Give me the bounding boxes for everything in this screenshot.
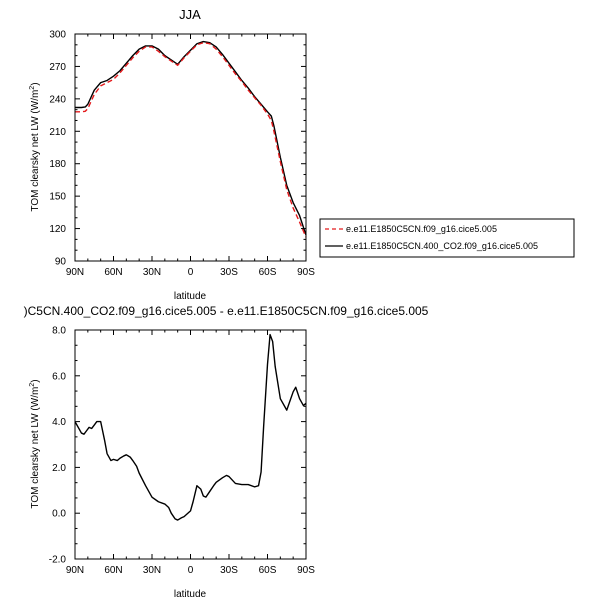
top-y-tick-label: 90	[55, 257, 67, 268]
legend-box	[319, 218, 575, 258]
bottom-x-tick-label: 30N	[143, 565, 161, 576]
legend-label-co2: e.e11.E1850C5CN.400_CO2.f09_g16.cice5.00…	[346, 241, 538, 251]
legend-label-control: e.e11.E1850C5CN.f09_g16.cice5.005	[346, 224, 497, 234]
bottom-x-tick-label: 90N	[66, 565, 84, 576]
top-y-tick-label: 180	[49, 159, 66, 170]
bottom-y-tick-label: 0.0	[52, 509, 66, 520]
bottom-y-tick-label: 4.0	[52, 417, 66, 428]
bottom-x-tick-label: 90S	[297, 565, 315, 576]
top-y-tick-label: 150	[49, 192, 66, 203]
top-x-tick-label: 0	[188, 267, 194, 278]
top-chart: JJA 90N 60N 30N 0 30S 60S 90S 90 120 150 180 210 240…	[29, 7, 575, 302]
top-y-tick-label: 270	[49, 62, 66, 73]
bottom-y-tick-label: 8.0	[52, 326, 66, 337]
bottom-x-tick-label: 0	[188, 565, 194, 576]
bottom-y-tick-label: 2.0	[52, 463, 66, 474]
top-y-tick-label: 240	[49, 94, 66, 105]
bottom-chart-frame	[74, 329, 307, 560]
bottom-chart-ylabel: TOM clearsky net LW (W/m2)	[29, 379, 41, 508]
bottom-x-tick-label: 30S	[220, 565, 238, 576]
top-x-tick-label: 60S	[259, 267, 277, 278]
top-series-line-0	[75, 41, 307, 238]
top-chart-ylabel: TOM clearsky net LW (W/m2)	[29, 82, 41, 211]
top-x-tick-label: 30N	[143, 267, 161, 278]
bottom-y-tick-label: 6.0	[52, 371, 66, 382]
top-y-tick-label: 120	[49, 224, 66, 235]
top-x-tick-label: 90S	[297, 267, 315, 278]
bottom-chart: )C5CN.400_CO2.f09_g16.cice5.005 - e.e11.…	[24, 304, 429, 600]
bottom-x-tick-label: 60S	[259, 565, 277, 576]
top-x-tick-label: 90N	[66, 267, 84, 278]
top-y-tick-label: 210	[49, 127, 66, 138]
bottom-x-tick-label: 60N	[104, 565, 122, 576]
top-x-tick-label: 60N	[104, 267, 122, 278]
bottom-y-tick-label: -2.0	[49, 555, 67, 566]
top-chart-xlabel: latitude	[174, 291, 207, 302]
legend: e.e11.E1850C5CN.f09_g16.cice5.005 e.e11.…	[319, 218, 575, 258]
top-y-tick-label: 300	[49, 30, 66, 41]
bottom-series-line-0	[74, 333, 307, 521]
top-chart-title: JJA	[179, 7, 201, 22]
top-chart-frame	[74, 33, 307, 262]
bottom-chart-title: )C5CN.400_CO2.f09_g16.cice5.005 - e.e11.…	[24, 304, 429, 318]
bottom-chart-xlabel: latitude	[174, 589, 207, 600]
top-series-line-1	[75, 40, 307, 236]
top-x-tick-label: 30S	[220, 267, 238, 278]
